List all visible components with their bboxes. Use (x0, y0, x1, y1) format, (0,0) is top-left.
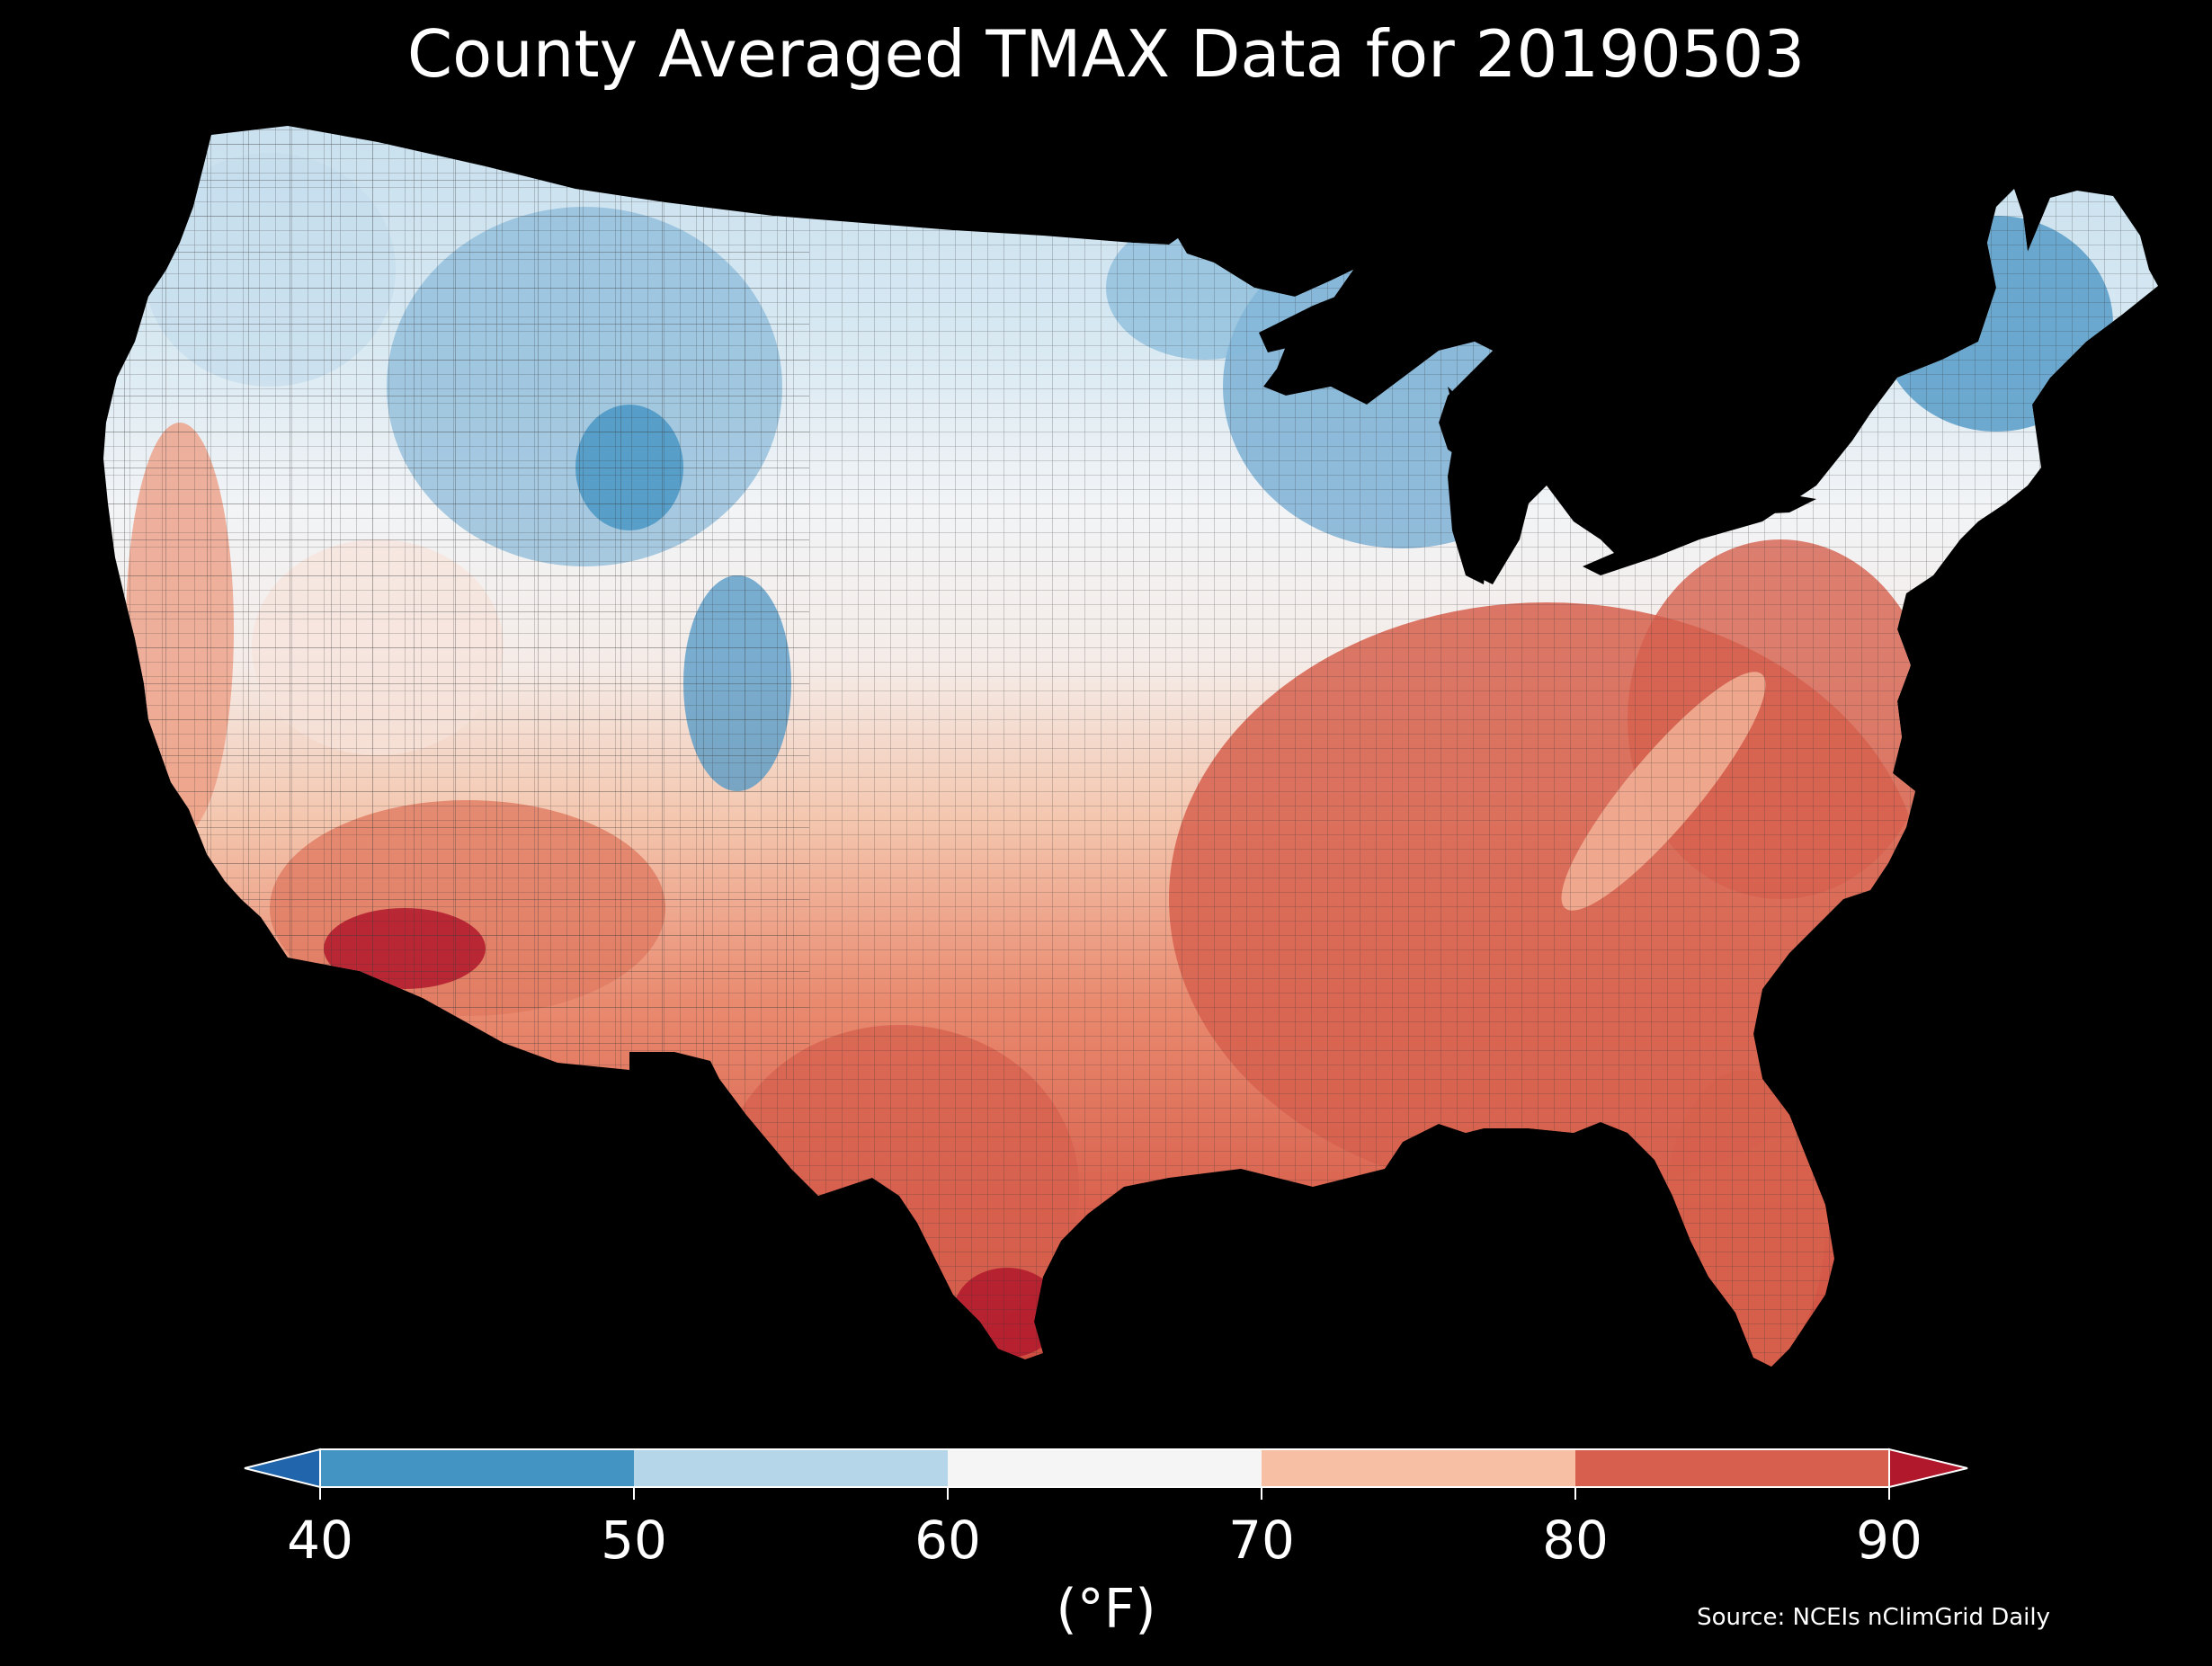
map-title: County Averaged TMAX Data for 20190503 (406, 16, 1806, 92)
colorbar-bin-60-70 (948, 1449, 1262, 1487)
colorbar-bin-50-60 (634, 1449, 948, 1487)
colorbar-bin-40-50 (320, 1449, 634, 1487)
colorbar-unit-label: (°F) (1056, 1578, 1156, 1641)
county-grid-west (103, 126, 809, 1079)
colorbar (244, 1448, 1968, 1500)
us-counties-map (103, 126, 2158, 1367)
colorbar-tick-label-60: 60 (914, 1510, 981, 1571)
great-lakes (1259, 288, 1816, 584)
colorbar-tick-label-50: 50 (601, 1510, 667, 1571)
lake-superior (1259, 288, 1367, 352)
lake-ontario (1744, 494, 1816, 514)
colorbar-bin-70-80 (1262, 1449, 1575, 1487)
lake-michigan (1448, 387, 1488, 584)
colorbar-tick-label-70: 70 (1228, 1510, 1295, 1571)
colorbar-outline (319, 1448, 1890, 1488)
colorbar-tick-label-90: 90 (1856, 1510, 1922, 1571)
colorbar-tick-label-80: 80 (1542, 1510, 1609, 1571)
colorbar-over-arrow (1888, 1448, 1968, 1489)
colorbar-under-arrow (244, 1448, 321, 1489)
source-credit: Source: NCEIs nClimGrid Daily (1697, 1604, 2050, 1631)
colorbar-bin-80-90 (1575, 1449, 1889, 1487)
colorbar-tick-label-40: 40 (287, 1510, 353, 1571)
lake-erie (1583, 521, 1717, 575)
